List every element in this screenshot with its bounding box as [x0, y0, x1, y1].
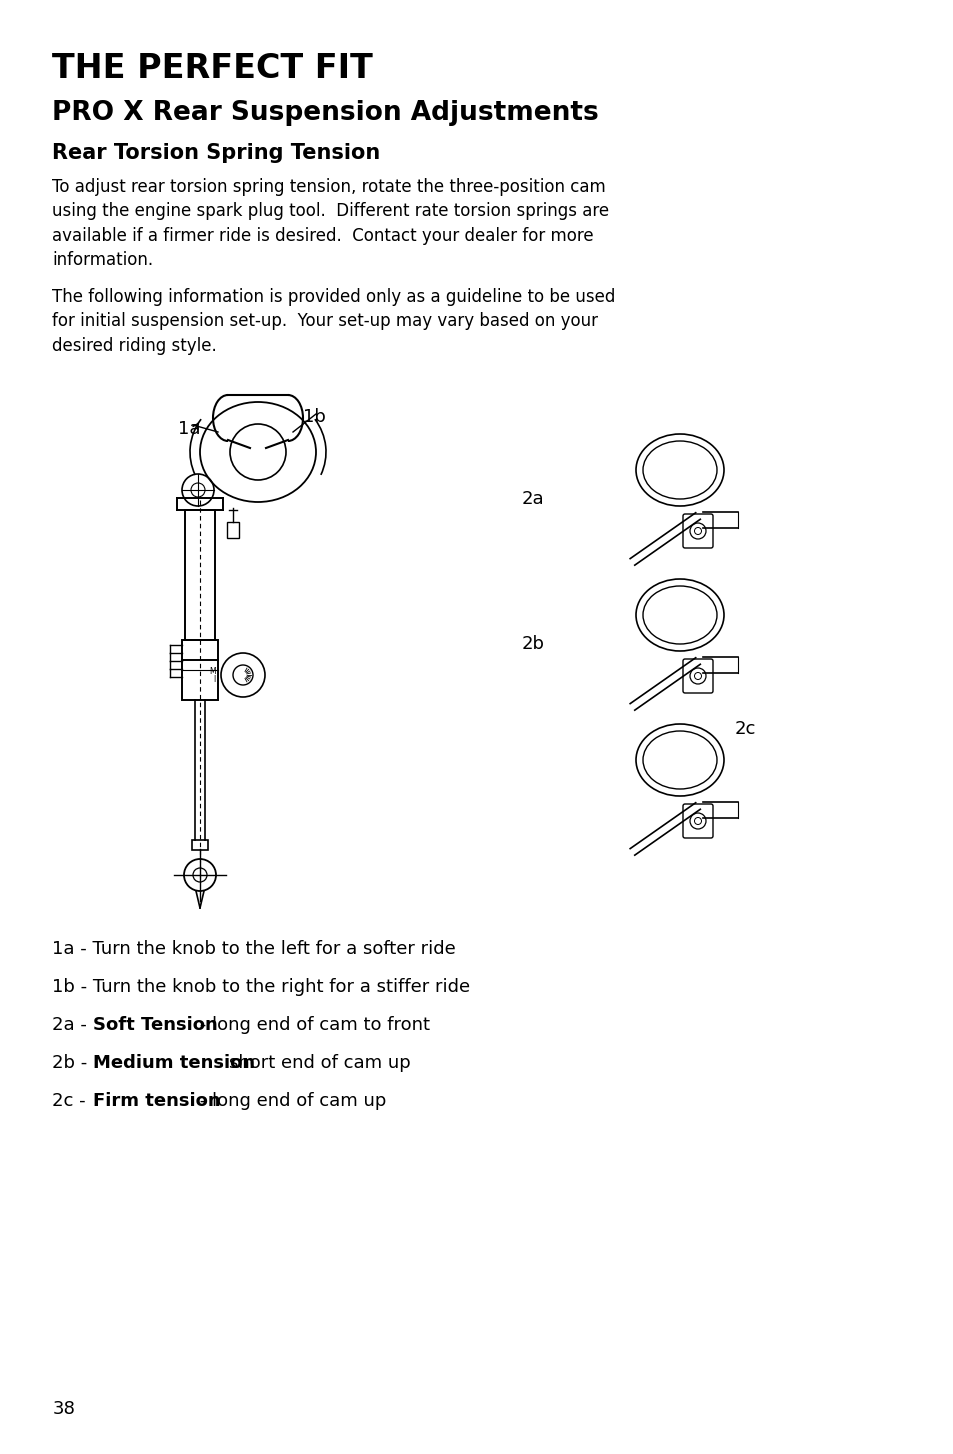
Text: 2c: 2c [734, 720, 756, 739]
Bar [227, 522, 239, 538]
Text: 2c -: 2c - [52, 1092, 91, 1109]
Text: 2a: 2a [521, 490, 544, 507]
Text: THE PERFECT FIT: THE PERFECT FIT [52, 52, 373, 84]
Text: 1a: 1a [178, 420, 200, 438]
Text: 38: 38 [52, 1400, 75, 1418]
Bar [182, 640, 218, 699]
Text: PRO X Rear Suspension Adjustments: PRO X Rear Suspension Adjustments [52, 100, 598, 126]
Bar [185, 510, 214, 640]
Text: M: M [209, 666, 215, 676]
Text: - long end of cam up: - long end of cam up [194, 1092, 386, 1109]
Text: Soft Tension: Soft Tension [92, 1016, 217, 1034]
Text: 2a -: 2a - [52, 1016, 93, 1034]
Text: I: I [213, 676, 215, 685]
Text: 2b: 2b [521, 635, 544, 653]
Text: 1b: 1b [303, 409, 326, 426]
Bar [192, 840, 208, 851]
Text: Firm tension: Firm tension [92, 1092, 220, 1109]
Text: The following information is provided only as a guideline to be used
for initial: The following information is provided on… [52, 288, 616, 355]
Text: - long end of cam to front: - long end of cam to front [194, 1016, 430, 1034]
Text: Rear Torsion Spring Tension: Rear Torsion Spring Tension [52, 142, 380, 163]
Text: 1a - Turn the knob to the left for a softer ride: 1a - Turn the knob to the left for a sof… [52, 939, 456, 958]
Text: 1b - Turn the knob to the right for a stiffer ride: 1b - Turn the knob to the right for a st… [52, 979, 470, 996]
Text: 2b -: 2b - [52, 1054, 93, 1072]
Text: - short end of cam up: - short end of cam up [211, 1054, 411, 1072]
Text: To adjust rear torsion spring tension, rotate the three-position cam
using the e: To adjust rear torsion spring tension, r… [52, 177, 609, 269]
Text: Medium tension: Medium tension [92, 1054, 254, 1072]
